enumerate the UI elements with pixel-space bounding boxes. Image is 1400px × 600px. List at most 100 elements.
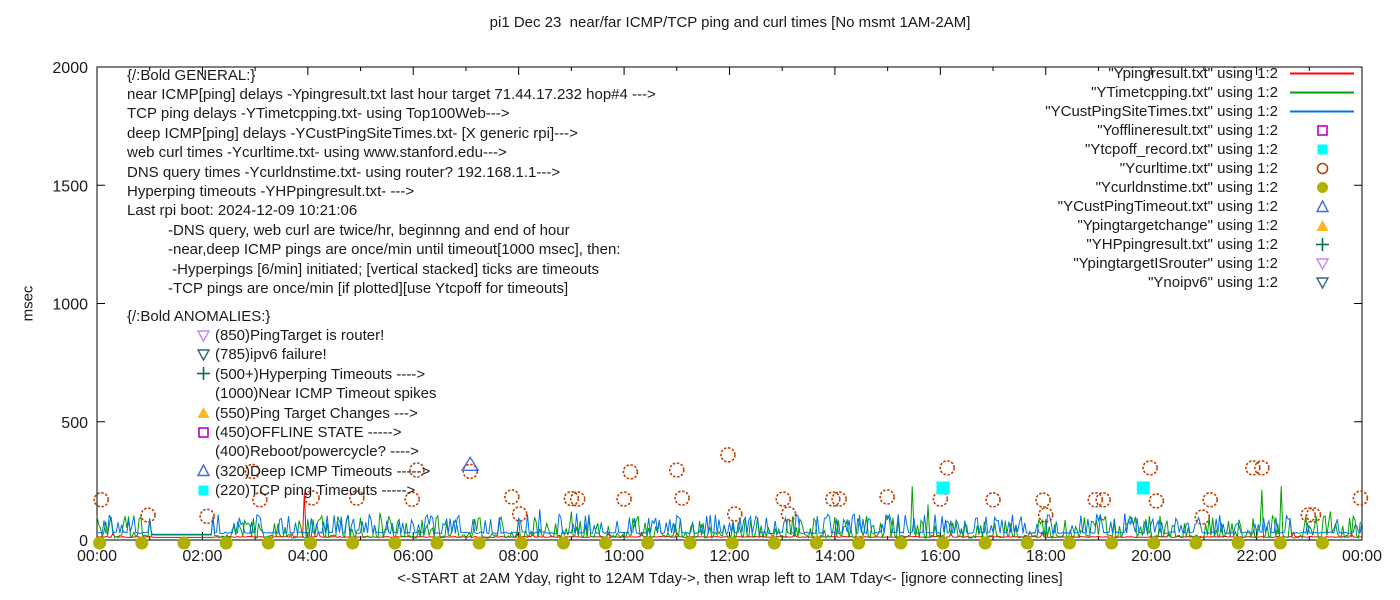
legend-label: "Ynoipv6" using 1:2 [1148, 274, 1278, 291]
curl-time-point [199, 508, 215, 525]
x-tick-label: 14:00 [815, 548, 855, 565]
dns-time-point [135, 536, 149, 550]
curl-time-point [1194, 509, 1211, 525]
curl-time-point [1202, 491, 1218, 508]
legend-sample [1286, 237, 1358, 253]
tcp-timeout-point [936, 481, 950, 495]
x-tick-label: 20:00 [1131, 548, 1171, 565]
curl-time-point [304, 490, 320, 506]
triangle-up-filled-icon [1316, 220, 1328, 231]
marker-spacer [196, 444, 212, 460]
curl-time-point [1352, 490, 1369, 506]
curl-time-point [1254, 460, 1270, 476]
dns-time-point [725, 536, 739, 550]
x-tick-label: 06:00 [393, 548, 433, 565]
general-line: Hyperping timeouts -YHPpingresult.txt- -… [127, 183, 415, 201]
legend-label: "YHPpingresult.txt" using 1:2 [1086, 236, 1278, 253]
anomaly-marker [196, 425, 212, 441]
legend-label: "Ytcpoff_record.txt" using 1:2 [1085, 141, 1278, 158]
general-line: Last rpi boot: 2024-12-09 10:21:06 [127, 202, 358, 220]
curl-time-point [409, 462, 425, 478]
x-tick-label: 00:00 [77, 548, 117, 565]
tcp-timeout-point [1136, 481, 1150, 495]
x-tick-label: 18:00 [1026, 548, 1066, 565]
triangle-up-open-icon [1315, 199, 1329, 213]
legend-sample [1286, 180, 1358, 196]
legend-row: "YCustPingSiteTimes.txt" using 1:2 [1045, 102, 1358, 121]
x-tick-label: 00:00 [1342, 548, 1382, 565]
x-tick-label: 08:00 [499, 548, 539, 565]
anomaly-marker [196, 366, 212, 382]
legend-row: "YpingtargetISrouter" using 1:2 [1045, 254, 1358, 273]
legend-row: "YHPpingresult.txt" using 1:2 [1045, 235, 1358, 254]
curl-time-point [825, 491, 841, 507]
curl-time-point [985, 491, 1001, 508]
anomalies-list: (850)PingTarget is router! (785)ipv6 fail… [196, 326, 436, 501]
curl-time-point [252, 491, 268, 508]
curl-time-point [1305, 507, 1322, 523]
general-note-line: -near,deep ICMP pings are once/min until… [168, 241, 621, 259]
series-YCustPingSiteTimes-txt [96, 509, 1363, 536]
x-tick-label: 02:00 [182, 548, 222, 565]
legend-row: "Ytcpoff_record.txt" using 1:2 [1045, 140, 1358, 159]
general-note-line: -DNS query, web curl are twice/hr, begin… [168, 222, 570, 239]
curl-time-point [563, 490, 580, 507]
curl-time-point [879, 489, 895, 505]
curl-time-point [93, 491, 110, 508]
anomaly-item: (320)Deep ICMP Timeouts -----> [196, 462, 436, 481]
dns-time-point [303, 536, 317, 550]
curl-time-point [1095, 491, 1112, 508]
x-tick-label: 16:00 [920, 548, 960, 565]
curl-time-point [726, 506, 743, 522]
anomaly-text: (450)OFFLINE STATE -----> [215, 423, 402, 441]
curl-time-point [780, 506, 797, 522]
triangle-down-open-icon [196, 329, 211, 343]
dns-time-point [430, 536, 444, 550]
general-notes-block: -DNS query, web curl are twice/hr, begin… [168, 221, 620, 299]
dns-time-point [388, 536, 402, 550]
anomaly-item: (500+)Hyperping Timeouts ----> [196, 365, 436, 384]
x-tick-label: 12:00 [709, 548, 749, 565]
legend-sample [1286, 66, 1358, 82]
general-line: DNS query times -Ycurldnstime.txt- using… [127, 163, 561, 181]
curl-time-point [720, 447, 736, 463]
plus-icon [197, 367, 210, 381]
anomaly-text: (500+)Hyperping Timeouts ----> [215, 365, 426, 383]
curl-time-point [1087, 491, 1104, 508]
curl-time-point [939, 460, 955, 476]
general-line: web curl times -Ycurltime.txt- using www… [127, 144, 507, 162]
x-tick-label: 22:00 [1237, 548, 1277, 565]
curl-time-point [1245, 460, 1261, 476]
legend-row: "Yofflineresult.txt" using 1:2 [1045, 121, 1358, 140]
curl-time-point [775, 491, 792, 507]
y-tick-label: 1500 [52, 178, 88, 195]
legend: "Ypingresult.txt" using 1:2 "YTimetcpping… [1045, 64, 1358, 292]
deep-icmp-timeout-point [460, 455, 480, 472]
general-text-block: near ICMP[ping] delays -Ypingresult.txt … [127, 85, 656, 221]
anomaly-item: (220)TCP ping Timeouts -----> [196, 481, 436, 500]
dns-time-point [936, 536, 950, 550]
legend-label: "YCustPingSiteTimes.txt" using 1:2 [1045, 103, 1278, 120]
triangle-down-open-icon [1315, 258, 1329, 271]
dns-time-point [514, 536, 528, 550]
dns-time-point [472, 536, 486, 550]
curl-time-point [1142, 460, 1158, 476]
dns-time-point [1147, 536, 1161, 550]
anomaly-marker [196, 483, 212, 499]
curl-time-point [616, 491, 632, 507]
triangle-down-open-icon [1315, 277, 1329, 290]
dns-time-point [767, 536, 781, 550]
dns-time-point [1231, 536, 1245, 550]
dns-time-point [852, 536, 866, 550]
anomalies-heading: {/:Bold ANOMALIES:} [127, 308, 271, 325]
general-line: near ICMP[ping] delays -Ypingresult.txt … [127, 86, 656, 103]
plus-icon [1315, 238, 1329, 251]
square-open-icon [198, 426, 209, 438]
anomaly-marker [196, 328, 212, 344]
general-note-line: -TCP pings are once/min [if plotted][use… [168, 280, 569, 298]
y-tick-label: 500 [61, 415, 88, 432]
curl-time-point [932, 491, 949, 507]
y-tick-label: 2000 [52, 60, 88, 77]
circle-filled-icon [1316, 182, 1328, 193]
